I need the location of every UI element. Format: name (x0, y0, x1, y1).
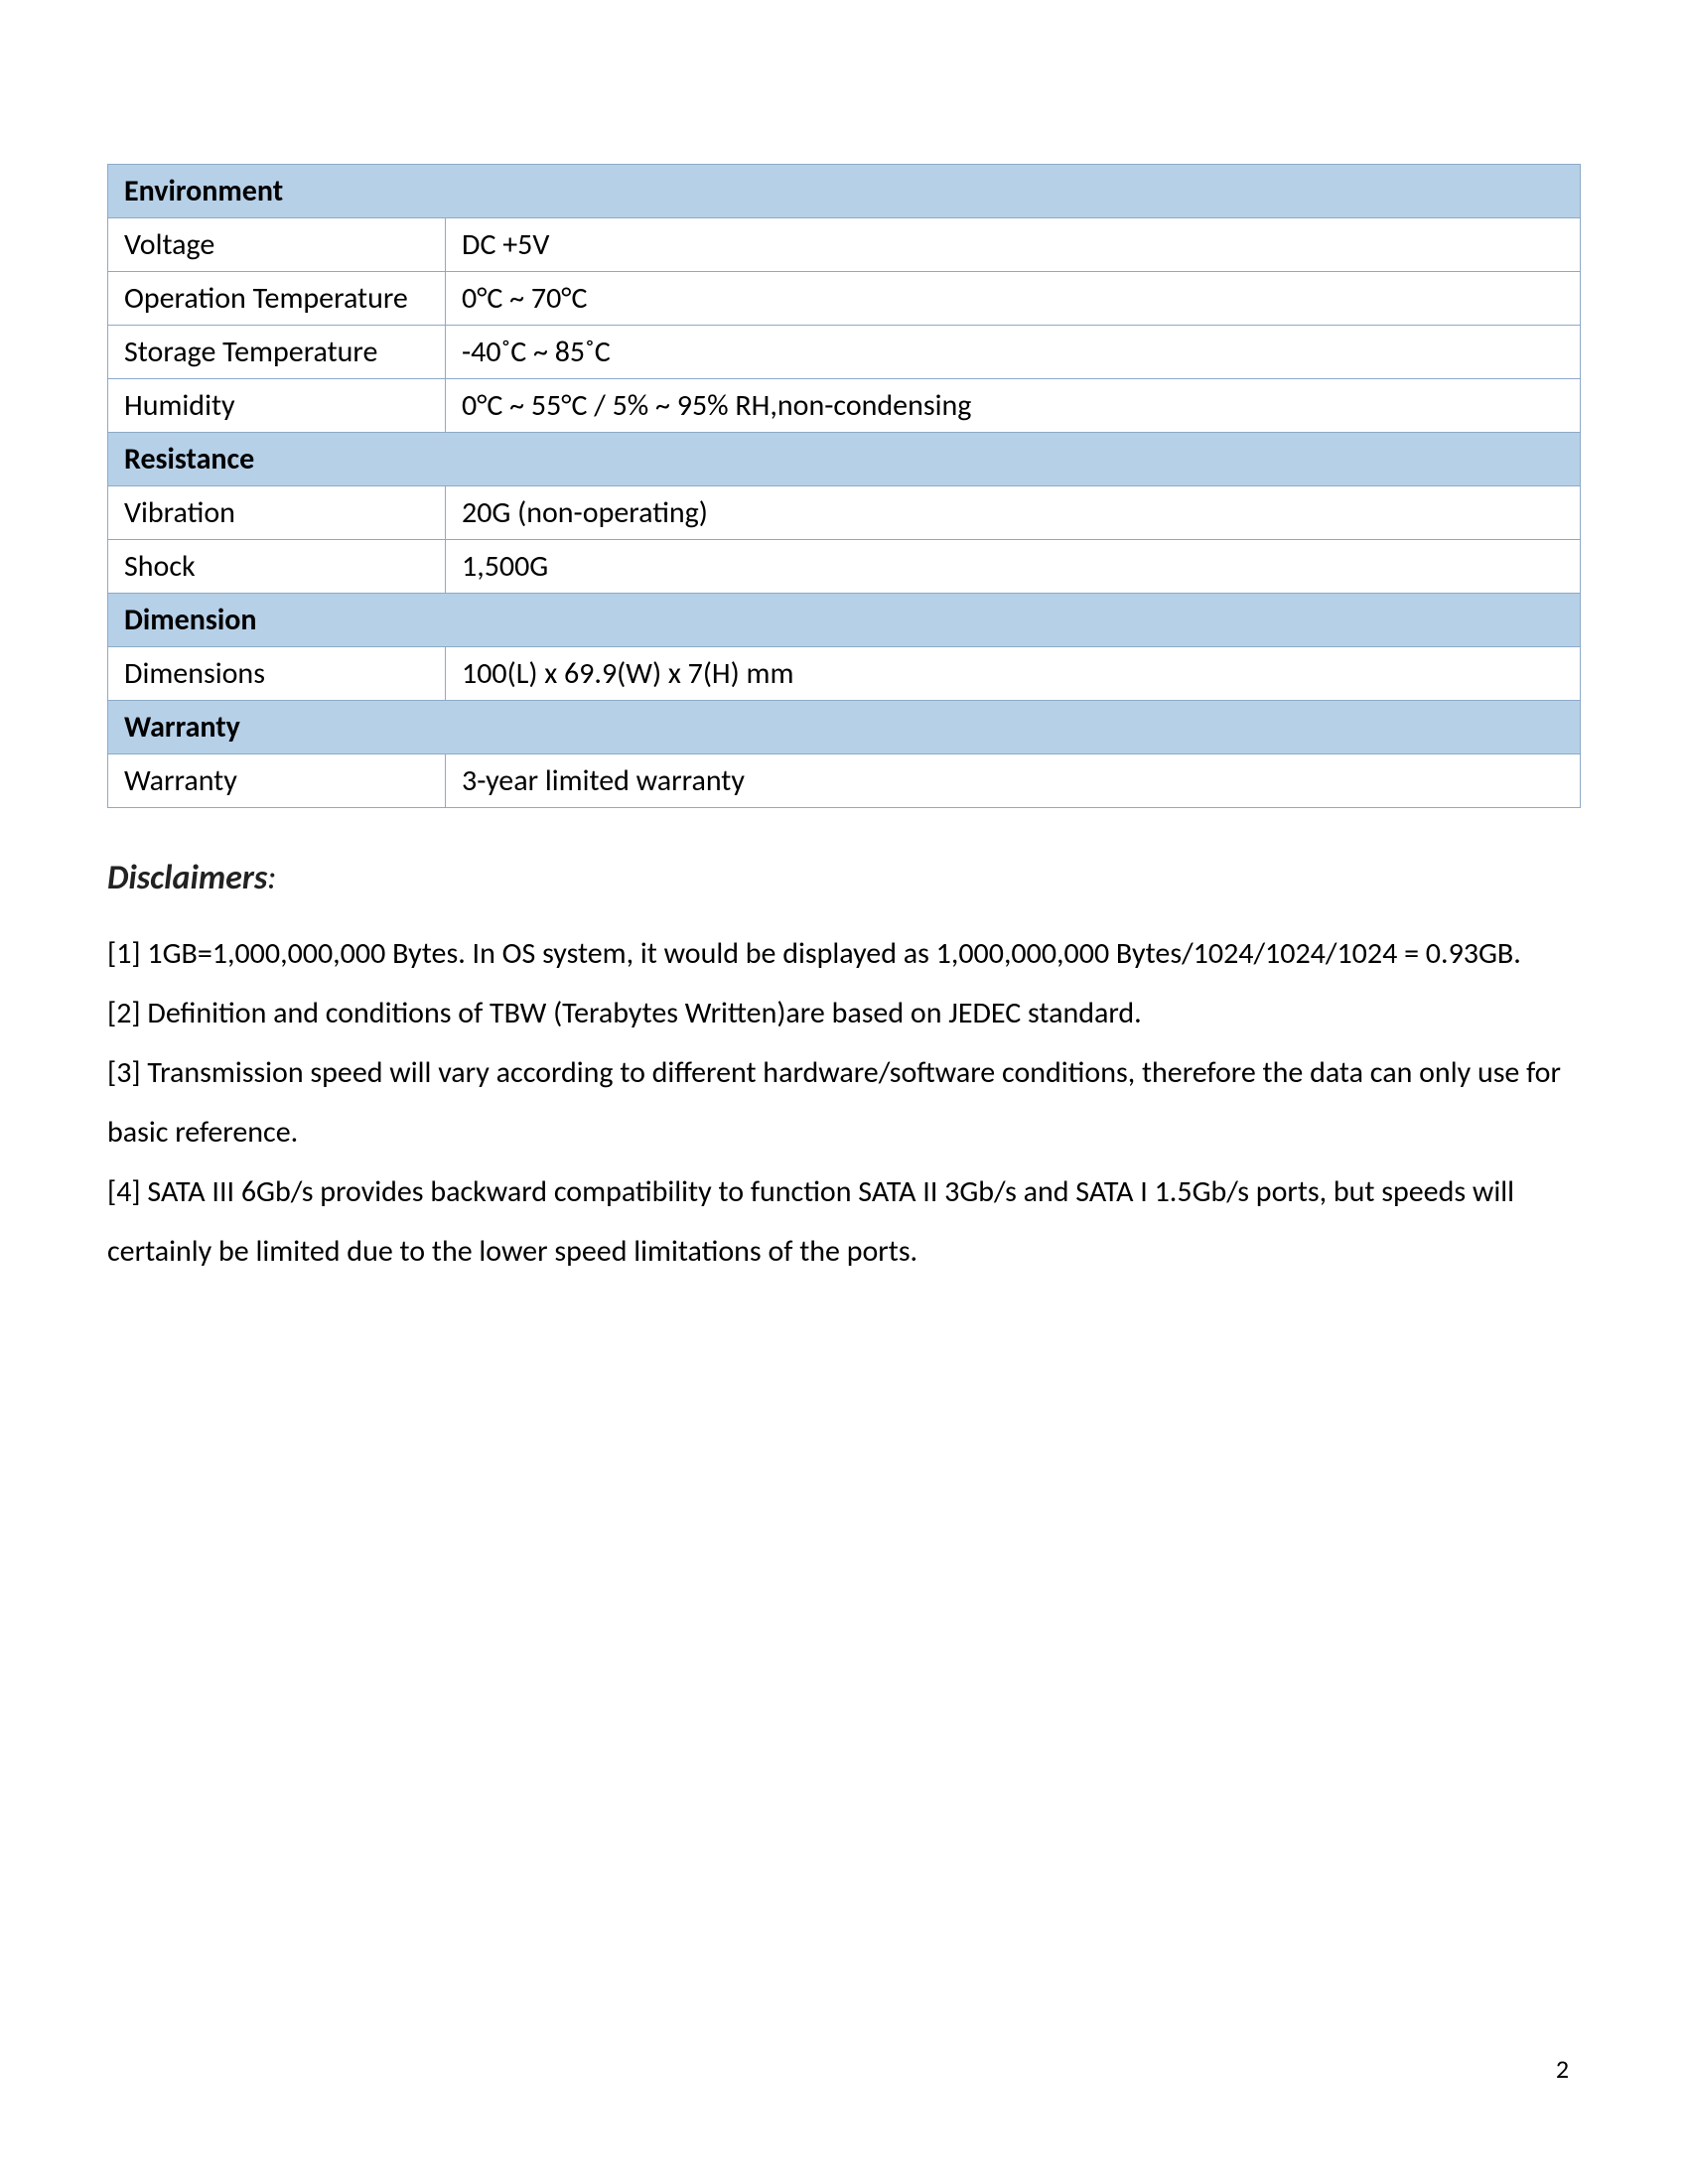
spec-value: 0°C ~ 55°C / 5% ~ 95% RH,non-condensing (446, 379, 1581, 433)
section-title: Environment (108, 165, 1581, 218)
spec-value: DC +5V (446, 218, 1581, 272)
disclaimers-body: [1] 1GB=1,000,000,000 Bytes. In OS syste… (107, 924, 1581, 1282)
spec-label: Vibration (108, 486, 446, 540)
section-header-resistance: Resistance (108, 433, 1581, 486)
page-number: 2 (1556, 2053, 1569, 2085)
spec-label: Warranty (108, 754, 446, 808)
spec-value: 3-year limited warranty (446, 754, 1581, 808)
section-title: Dimension (108, 594, 1581, 647)
section-header-environment: Environment (108, 165, 1581, 218)
table-row: Humidity 0°C ~ 55°C / 5% ~ 95% RH,non-co… (108, 379, 1581, 433)
spec-label: Voltage (108, 218, 446, 272)
spec-value: 0°C ~ 70°C (446, 272, 1581, 326)
section-title: Resistance (108, 433, 1581, 486)
table-row: Warranty 3-year limited warranty (108, 754, 1581, 808)
disclaimers-heading: Disclaimers: (107, 858, 1581, 898)
disclaimer-item: [4] SATA III 6Gb/s provides backward com… (107, 1173, 1514, 1270)
disclaimer-item: [3] Transmission speed will vary accordi… (107, 1054, 1561, 1151)
table-row: Operation Temperature 0°C ~ 70°C (108, 272, 1581, 326)
table-row: Dimensions 100(L) x 69.9(W) x 7(H) mm (108, 647, 1581, 701)
section-header-dimension: Dimension (108, 594, 1581, 647)
section-header-warranty: Warranty (108, 701, 1581, 754)
spec-value: 1,500G (446, 540, 1581, 594)
spec-value: 100(L) x 69.9(W) x 7(H) mm (446, 647, 1581, 701)
table-row: Vibration 20G (non-operating) (108, 486, 1581, 540)
disclaimer-item: [1] 1GB=1,000,000,000 Bytes. In OS syste… (107, 935, 1521, 972)
spec-label: Dimensions (108, 647, 446, 701)
table-row: Voltage DC +5V (108, 218, 1581, 272)
spec-label: Shock (108, 540, 446, 594)
spec-value: -40˚C ~ 85˚C (446, 326, 1581, 379)
disclaimer-item: [2] Definition and conditions of TBW (Te… (107, 995, 1142, 1031)
spec-table: Environment Voltage DC +5V Operation Tem… (107, 164, 1581, 808)
section-title: Warranty (108, 701, 1581, 754)
spec-label: Operation Temperature (108, 272, 446, 326)
spec-label: Humidity (108, 379, 446, 433)
table-row: Shock 1,500G (108, 540, 1581, 594)
spec-label: Storage Temperature (108, 326, 446, 379)
disclaimers-heading-text: Disclaimers (107, 858, 267, 898)
spec-value: 20G (non-operating) (446, 486, 1581, 540)
disclaimers-heading-colon: : (267, 858, 276, 898)
table-row: Storage Temperature -40˚C ~ 85˚C (108, 326, 1581, 379)
